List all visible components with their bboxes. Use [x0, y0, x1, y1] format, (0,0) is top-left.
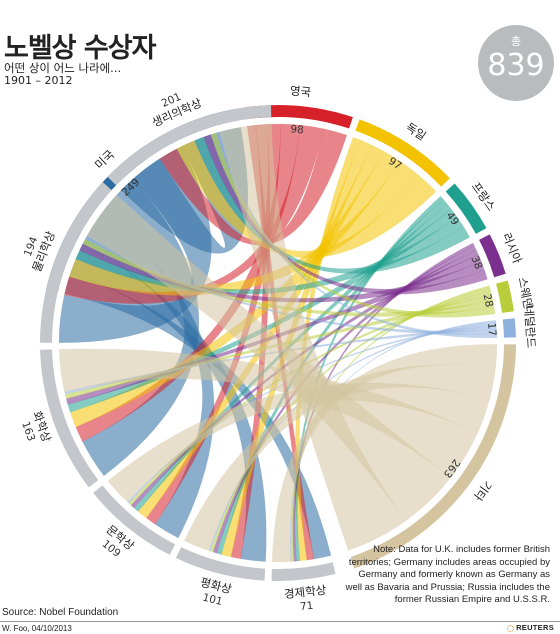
ribbon [203, 134, 488, 295]
year-range: 1901 – 2012 [4, 74, 73, 87]
country-arc [502, 318, 516, 338]
country-arc [496, 280, 514, 313]
prize-label: 경제학상 [283, 583, 327, 602]
country-label: 스웨덴 [515, 276, 535, 310]
ribbon [215, 131, 498, 339]
country-arc [350, 344, 516, 569]
prize-arc [271, 562, 336, 581]
country-label: 미국 [92, 147, 117, 172]
source-text: Source: Nobel Foundation [2, 607, 119, 618]
ribbon [210, 132, 496, 318]
prize-arc [175, 547, 266, 581]
country-value: 28 [481, 293, 495, 308]
prize-arc [40, 182, 112, 343]
country-value: 17 [485, 322, 498, 336]
total-label: 총 [510, 35, 522, 48]
ribbon [219, 123, 407, 551]
page-subtitle: 어떤 상이 어느 나라에... [4, 61, 122, 75]
logo-text: REUTERS [516, 623, 554, 632]
footer-divider [0, 621, 560, 622]
country-arc [355, 119, 450, 187]
prize-value: 71 [299, 600, 314, 613]
arc-layer [40, 104, 516, 581]
ribbon-layer [58, 123, 498, 563]
country-label: 영국 [289, 84, 311, 100]
country-label: 러시아 [500, 231, 525, 266]
prize-arc [40, 349, 99, 488]
total-value: 839 [487, 48, 545, 83]
country-value: 98 [290, 123, 304, 136]
country-arc [244, 104, 353, 129]
reuters-logo: REUTERS [507, 623, 554, 632]
country-value: 38 [468, 254, 484, 271]
ribbon [176, 140, 437, 259]
country-label: 독일 [403, 120, 428, 143]
country-arc [479, 234, 506, 278]
country-label: 네덜란드 [522, 305, 539, 348]
credit-text: W. Foo, 04/10/2013 [2, 624, 72, 633]
prize-arc [93, 485, 176, 555]
country-label: 기타 [471, 478, 495, 504]
note-text: Note: Data for U.K. includes former Brit… [345, 544, 550, 606]
reuters-dot-icon [507, 624, 515, 632]
page-title: 노벨상 수상자 [4, 33, 156, 64]
country-arc [445, 183, 487, 234]
total-badge: 총 839 [478, 25, 554, 101]
prize-value: 101 [201, 591, 223, 608]
prize-arc [107, 105, 272, 186]
